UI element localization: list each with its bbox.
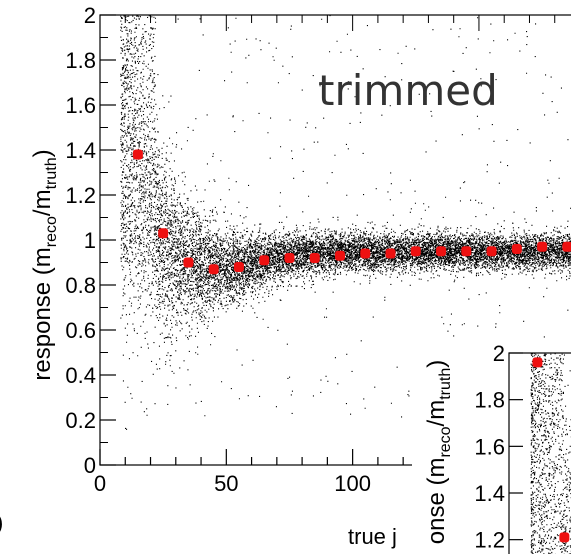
profile-marker xyxy=(208,264,219,275)
profile-marker xyxy=(461,246,472,257)
inset-scatter-cloud xyxy=(530,353,571,554)
x-axis-label: true j xyxy=(348,524,397,549)
inset-y-axis-ticks: 1.2 1.4 1.6 1.8 2 xyxy=(474,341,523,553)
inset-plot: 1.2 1.4 1.6 1.8 2 onse (mreco/mtruth) xyxy=(412,338,571,554)
y-axis-label: response (mreco/mtruth) xyxy=(29,149,60,380)
inset-y-tick-label: 1.6 xyxy=(474,434,505,459)
profile-marker xyxy=(335,250,345,261)
profile-marker xyxy=(284,253,295,263)
profile-marker xyxy=(511,244,522,254)
profile-marker xyxy=(537,241,548,252)
inset-frame xyxy=(508,352,571,554)
y-tick-label: 2 xyxy=(84,3,96,28)
scatter-cloud xyxy=(120,15,571,430)
inset-profile-markers xyxy=(532,357,570,543)
trimmed-label: trimmed xyxy=(318,66,498,115)
profile-marker xyxy=(132,149,143,160)
y-axis-ticks: 0 0.2 0.4 0.6 0.8 1 1.2 1.4 1.6 1.8 2 xyxy=(65,3,556,478)
y-tick-label: 1.8 xyxy=(65,48,96,73)
y-tick-label: 0.4 xyxy=(65,363,96,388)
x-tick-label: 100 xyxy=(334,471,371,496)
y-tick-label: 1 xyxy=(84,228,96,253)
profile-marker xyxy=(183,257,194,268)
profile-marker xyxy=(309,253,320,263)
profile-marker xyxy=(259,255,270,266)
profile-markers xyxy=(132,149,571,275)
inset-y-tick-label: 1.2 xyxy=(474,528,505,553)
y-tick-label: 0.6 xyxy=(65,318,96,343)
inset-y-axis-label: onse (mreco/mtruth) xyxy=(423,360,454,545)
inset-profile-marker xyxy=(532,357,543,368)
x-tick-label: 50 xyxy=(214,471,238,496)
profile-marker xyxy=(360,248,371,259)
profile-marker xyxy=(436,246,447,257)
inset-y-tick-label: 2 xyxy=(493,341,505,366)
inset-profile-marker xyxy=(559,532,570,543)
profile-marker xyxy=(385,248,396,259)
profile-marker xyxy=(158,228,169,239)
profile-marker xyxy=(410,246,421,257)
y-tick-label: 0.8 xyxy=(65,273,96,298)
left-edge-glyph: ) xyxy=(0,510,3,535)
inset-y-tick-label: 1.4 xyxy=(474,481,505,506)
profile-marker xyxy=(233,262,244,272)
scatter-points xyxy=(120,15,571,430)
y-tick-label: 0.2 xyxy=(65,408,96,433)
x-tick-label: 0 xyxy=(94,471,106,496)
y-tick-label: 1.4 xyxy=(65,138,96,163)
inset-scatter-points xyxy=(530,353,571,554)
profile-marker xyxy=(486,246,497,257)
y-tick-label: 1.6 xyxy=(65,93,96,118)
inset-y-tick-label: 1.8 xyxy=(474,388,505,413)
y-tick-label: 1.2 xyxy=(65,183,96,208)
y-tick-label: 0 xyxy=(84,453,96,478)
profile-marker xyxy=(562,241,571,252)
